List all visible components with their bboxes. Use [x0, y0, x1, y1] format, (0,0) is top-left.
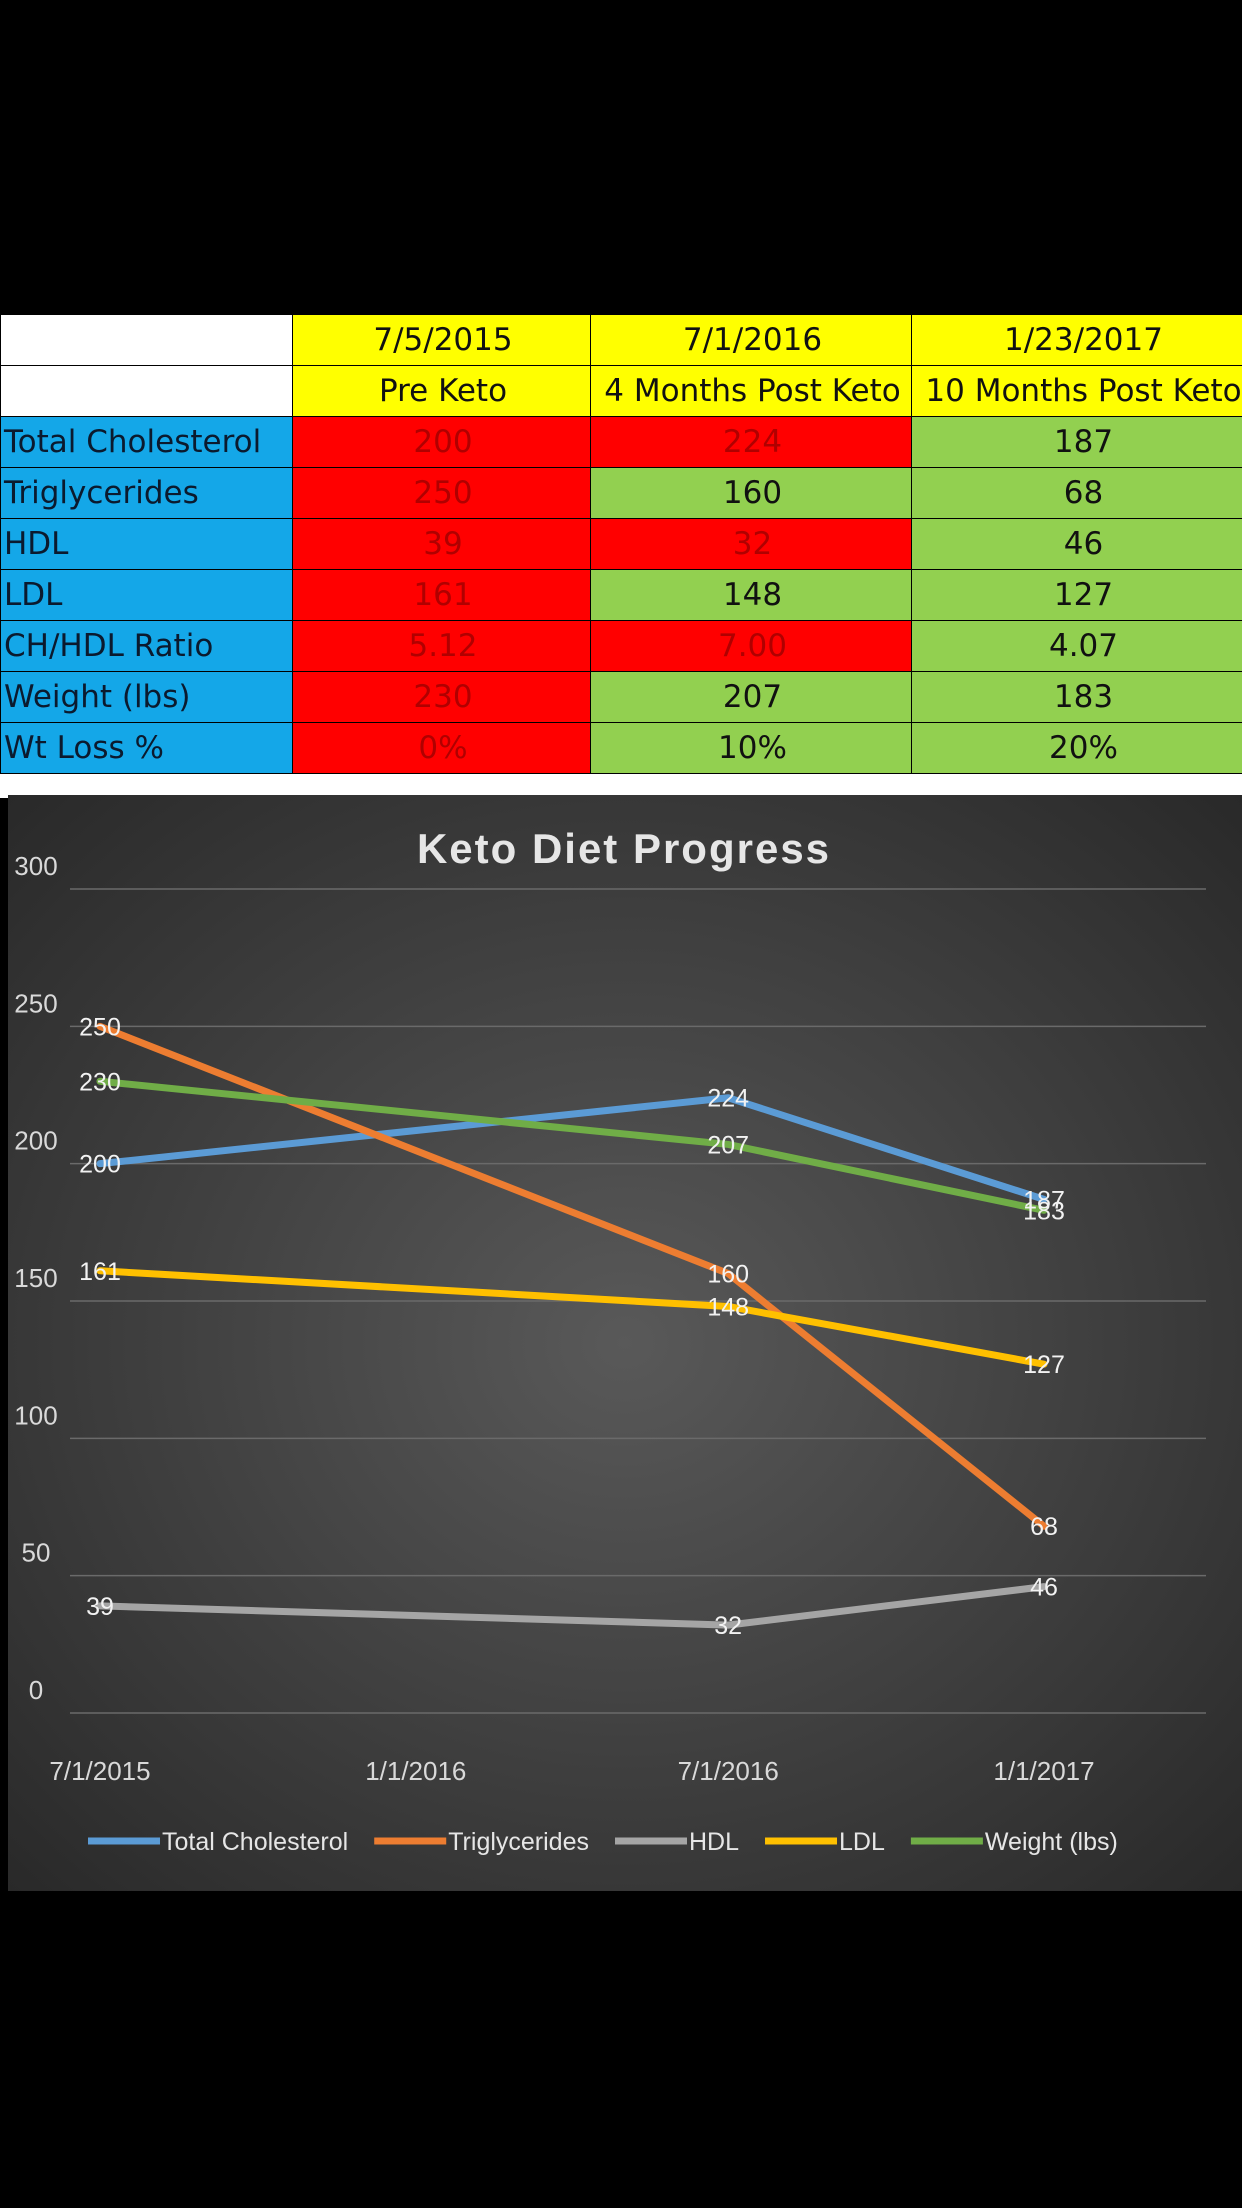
value-cell: 68 — [911, 467, 1242, 519]
bottom-black-area — [0, 1891, 1242, 2208]
y-tick-label: 200 — [14, 1126, 57, 1156]
x-tick-label: 7/1/2015 — [49, 1756, 150, 1786]
date-header-cell: 1/23/2017 — [911, 314, 1242, 366]
value-cell: 224 — [590, 416, 912, 468]
data-label: 183 — [1023, 1197, 1065, 1225]
chart-legend: Total Cholesterol Triglycerides HDL LDL Weig… — [88, 1828, 1118, 1856]
series-line — [96, 1022, 1048, 1530]
data-label: 230 — [79, 1068, 121, 1096]
line-chart: Keto Diet Progress 0 50 100 150 200 250 300 7/… — [8, 795, 1242, 1891]
table-row: HDL 39 32 46 — [0, 518, 1242, 570]
series-lines — [96, 1022, 1048, 1629]
row-label: Weight (lbs) — [0, 671, 293, 723]
legend-label: HDL — [689, 1828, 739, 1856]
data-labels: 200 224 187 250 160 68 39 32 46 161 148 127 230 207 18… — [79, 1013, 1065, 1640]
header-corner-cell — [0, 314, 293, 366]
value-cell: 187 — [911, 416, 1242, 468]
chart-title: Keto Diet Progress — [417, 825, 831, 872]
data-label: 46 — [1030, 1574, 1058, 1602]
data-label: 224 — [707, 1085, 749, 1113]
value-cell: 32 — [590, 518, 912, 570]
row-label: Triglycerides — [0, 467, 293, 519]
legend-label: Total Cholesterol — [162, 1828, 348, 1856]
y-tick-label: 50 — [22, 1538, 51, 1568]
data-label: 187 — [1023, 1186, 1065, 1214]
phase-header-cell: 4 Months Post Keto — [590, 365, 912, 417]
value-cell: 230 — [292, 671, 591, 723]
date-header-cell: 7/5/2015 — [292, 314, 591, 366]
y-axis-ticks: 0 50 100 150 200 250 300 — [14, 851, 57, 1705]
value-cell: 250 — [292, 467, 591, 519]
value-cell: 7.00 — [590, 620, 912, 672]
value-cell: 4.07 — [911, 620, 1242, 672]
data-label: 148 — [707, 1293, 749, 1321]
gridlines — [70, 888, 1206, 1714]
value-cell: 207 — [590, 671, 912, 723]
value-cell: 20% — [911, 722, 1242, 774]
table-row: Weight (lbs) 230 207 183 — [0, 671, 1242, 723]
value-cell: 10% — [590, 722, 912, 774]
phase-header-cell: Pre Keto — [292, 365, 591, 417]
value-cell: 127 — [911, 569, 1242, 621]
y-tick-label: 150 — [14, 1263, 57, 1293]
x-axis-ticks: 7/1/2015 1/1/2016 7/1/2016 1/1/2017 — [49, 1756, 1094, 1786]
series-line — [96, 1583, 1048, 1629]
table-row: Total Cholesterol 200 224 187 — [0, 416, 1242, 468]
value-cell: 46 — [911, 518, 1242, 570]
row-label: Total Cholesterol — [0, 416, 293, 468]
row-label: CH/HDL Ratio — [0, 620, 293, 672]
data-label: 39 — [86, 1593, 114, 1621]
table-row: LDL 161 148 127 — [0, 569, 1242, 621]
legend-label: LDL — [839, 1828, 885, 1856]
phase-header-cell: 10 Months Post Keto — [911, 365, 1242, 417]
value-cell: 160 — [590, 467, 912, 519]
value-cell: 148 — [590, 569, 912, 621]
value-cell: 39 — [292, 518, 591, 570]
row-label: HDL — [0, 518, 293, 570]
data-label: 200 — [79, 1151, 121, 1179]
data-label: 68 — [1030, 1513, 1058, 1541]
spreadsheet-table: 7/5/2015 7/1/2016 1/23/2017 Pre Keto 4 M… — [0, 314, 1242, 798]
x-tick-label: 1/1/2016 — [365, 1756, 466, 1786]
row-label: LDL — [0, 569, 293, 621]
series-line — [96, 1267, 1048, 1368]
date-header-row: 7/5/2015 7/1/2016 1/23/2017 — [0, 314, 1242, 366]
value-cell: 200 — [292, 416, 591, 468]
value-cell: 5.12 — [292, 620, 591, 672]
row-label: Wt Loss % — [0, 722, 293, 774]
y-tick-label: 300 — [14, 851, 57, 881]
data-label: 32 — [714, 1612, 742, 1640]
header-corner-cell — [0, 365, 293, 417]
data-label: 127 — [1023, 1351, 1065, 1379]
table-row: CH/HDL Ratio 5.12 7.00 4.07 — [0, 620, 1242, 672]
data-label: 207 — [707, 1131, 749, 1159]
data-label: 160 — [707, 1261, 749, 1289]
date-header-cell: 7/1/2016 — [590, 314, 912, 366]
value-cell: 0% — [292, 722, 591, 774]
series-line — [96, 1094, 1048, 1203]
data-label: 161 — [79, 1258, 121, 1286]
value-cell: 183 — [911, 671, 1242, 723]
table-row: Triglycerides 250 160 68 — [0, 467, 1242, 519]
results-table: 7/5/2015 7/1/2016 1/23/2017 Pre Keto 4 M… — [0, 314, 1242, 774]
y-tick-label: 250 — [14, 988, 57, 1018]
y-tick-label: 0 — [29, 1675, 43, 1705]
value-cell: 161 — [292, 569, 591, 621]
data-label: 250 — [79, 1013, 121, 1041]
y-tick-label: 100 — [14, 1400, 57, 1430]
table-row: Wt Loss % 0% 10% 20% — [0, 722, 1242, 774]
x-tick-label: 7/1/2016 — [678, 1756, 779, 1786]
x-tick-label: 1/1/2017 — [993, 1756, 1094, 1786]
phase-header-row: Pre Keto 4 Months Post Keto 10 Months Po… — [0, 365, 1242, 417]
legend-label: Triglycerides — [448, 1828, 589, 1856]
series-line — [96, 1077, 1048, 1214]
chart-background — [8, 795, 1242, 1891]
legend-label: Weight (lbs) — [985, 1828, 1118, 1856]
